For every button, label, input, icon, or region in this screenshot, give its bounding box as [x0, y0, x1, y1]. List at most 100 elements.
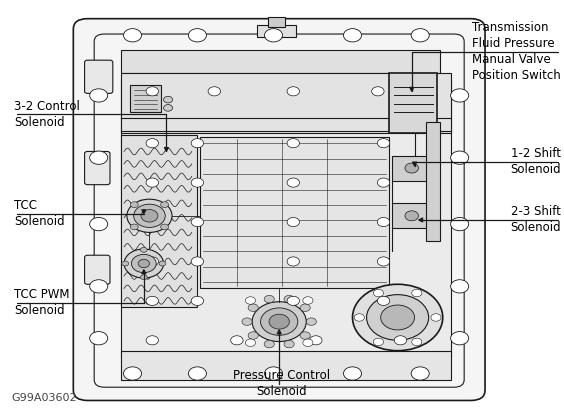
Circle shape — [343, 29, 362, 42]
Circle shape — [242, 318, 252, 325]
Circle shape — [265, 29, 283, 42]
Circle shape — [451, 89, 469, 102]
Text: Transmission
Fluid Pressure
Manual Valve
Position Switch: Transmission Fluid Pressure Manual Valve… — [473, 22, 561, 82]
Circle shape — [411, 29, 429, 42]
Circle shape — [140, 275, 147, 280]
Circle shape — [191, 296, 204, 305]
Bar — [121, 50, 440, 73]
Bar — [121, 73, 451, 133]
Bar — [257, 25, 296, 37]
Circle shape — [188, 367, 206, 380]
Bar — [268, 17, 285, 27]
Text: TCC PWM
Solenoid: TCC PWM Solenoid — [14, 288, 69, 317]
Circle shape — [352, 284, 443, 351]
Bar — [200, 137, 389, 288]
Circle shape — [373, 289, 384, 297]
Bar — [389, 73, 437, 133]
Circle shape — [451, 217, 469, 231]
Circle shape — [372, 87, 384, 96]
Circle shape — [161, 202, 169, 208]
Text: 1-2 Shift
Solenoid: 1-2 Shift Solenoid — [510, 147, 561, 176]
Circle shape — [191, 257, 204, 266]
Circle shape — [138, 259, 149, 268]
Circle shape — [248, 332, 258, 339]
Circle shape — [377, 178, 390, 187]
Circle shape — [451, 332, 469, 345]
Circle shape — [264, 295, 274, 303]
Circle shape — [252, 302, 306, 342]
Circle shape — [146, 87, 158, 96]
Circle shape — [124, 29, 142, 42]
Circle shape — [287, 296, 299, 305]
Bar — [392, 156, 431, 181]
Circle shape — [146, 296, 158, 305]
Circle shape — [231, 336, 243, 345]
Circle shape — [146, 257, 158, 266]
Circle shape — [343, 367, 362, 380]
Circle shape — [412, 338, 422, 346]
Circle shape — [131, 254, 156, 273]
Circle shape — [146, 178, 158, 187]
Circle shape — [141, 210, 158, 222]
Circle shape — [306, 318, 316, 325]
Bar — [130, 85, 161, 112]
Bar — [124, 75, 209, 116]
Circle shape — [287, 257, 299, 266]
Circle shape — [394, 336, 407, 345]
Circle shape — [188, 29, 206, 42]
Circle shape — [191, 139, 204, 148]
Circle shape — [265, 367, 283, 380]
Circle shape — [377, 139, 390, 148]
Circle shape — [411, 367, 429, 380]
Circle shape — [287, 87, 299, 96]
Circle shape — [377, 257, 390, 266]
Circle shape — [287, 139, 299, 148]
Circle shape — [164, 96, 173, 103]
Circle shape — [261, 308, 298, 335]
Text: Pressure Control
Solenoid: Pressure Control Solenoid — [233, 369, 331, 398]
Circle shape — [451, 151, 469, 164]
Circle shape — [146, 217, 158, 227]
Circle shape — [159, 261, 166, 266]
Circle shape — [431, 314, 441, 321]
Circle shape — [90, 89, 108, 102]
Circle shape — [245, 297, 255, 304]
Circle shape — [284, 295, 294, 303]
Circle shape — [381, 305, 415, 330]
Circle shape — [451, 280, 469, 293]
Circle shape — [90, 280, 108, 293]
Circle shape — [269, 314, 289, 329]
Circle shape — [161, 224, 169, 230]
Text: 2-3 Shift
Solenoid: 2-3 Shift Solenoid — [510, 205, 561, 234]
Circle shape — [303, 339, 313, 347]
Circle shape — [164, 105, 173, 111]
Circle shape — [287, 217, 299, 227]
Circle shape — [245, 339, 255, 347]
Circle shape — [140, 247, 147, 252]
Bar — [392, 203, 431, 228]
Circle shape — [354, 314, 364, 321]
FancyBboxPatch shape — [85, 60, 113, 93]
Circle shape — [122, 261, 129, 266]
Bar — [121, 79, 451, 357]
Circle shape — [130, 224, 138, 230]
Circle shape — [377, 217, 390, 227]
Circle shape — [284, 340, 294, 348]
Circle shape — [300, 332, 310, 339]
Circle shape — [373, 338, 384, 346]
Circle shape — [310, 336, 322, 345]
Text: 3-2 Control
Solenoid: 3-2 Control Solenoid — [14, 100, 80, 129]
Bar — [121, 135, 197, 307]
Circle shape — [377, 296, 390, 305]
FancyBboxPatch shape — [73, 19, 485, 400]
Circle shape — [90, 217, 108, 231]
Circle shape — [405, 163, 418, 173]
Circle shape — [264, 340, 274, 348]
FancyBboxPatch shape — [85, 151, 110, 185]
Circle shape — [146, 336, 158, 345]
Circle shape — [300, 304, 310, 311]
Circle shape — [208, 87, 221, 96]
Circle shape — [124, 367, 142, 380]
Text: G99A03602: G99A03602 — [11, 393, 77, 403]
Circle shape — [191, 178, 204, 187]
